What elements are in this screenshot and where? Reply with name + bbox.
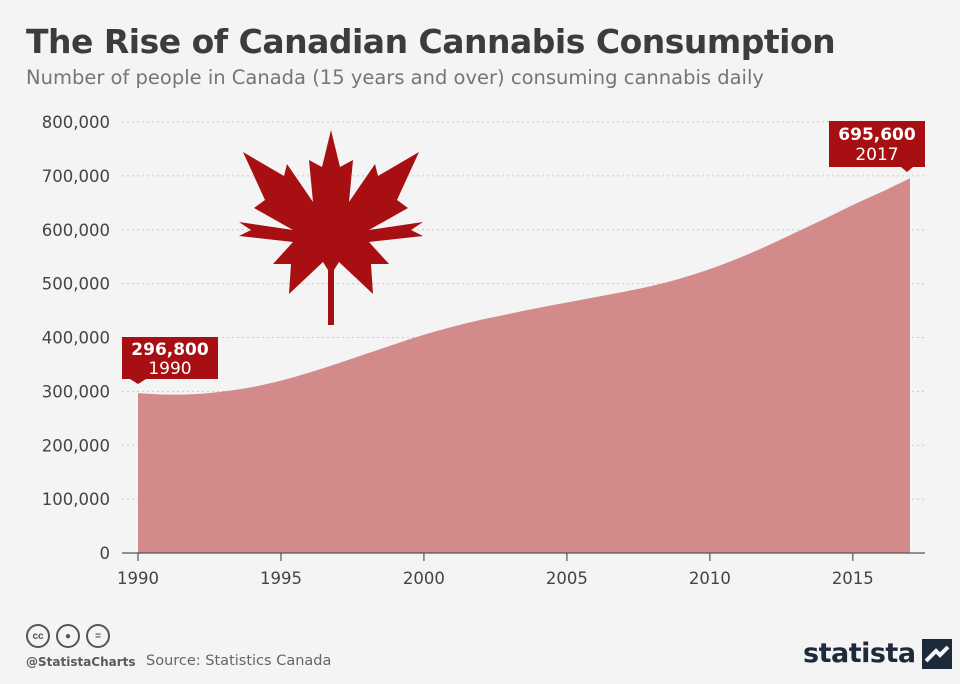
- callout-end: 695,600 2017: [829, 121, 925, 172]
- callout-start-year: 1990: [148, 359, 191, 379]
- maple-leaf-icon: [239, 130, 423, 325]
- x-tick-label: 1990: [117, 569, 159, 588]
- x-tick-label: 2015: [832, 569, 874, 588]
- footer-source: Source: Statistics Canada: [146, 653, 332, 669]
- y-tick-label: 0: [100, 544, 111, 563]
- y-tick-label: 800,000: [42, 113, 110, 132]
- callout-end-value: 695,600: [838, 125, 916, 145]
- x-tick-label: 2010: [689, 569, 731, 588]
- callout-end-year: 2017: [855, 145, 898, 165]
- statista-mark-icon: [921, 638, 952, 669]
- y-tick-label: 200,000: [42, 436, 110, 455]
- y-axis-ticks: 0 100,000 200,000 300,000 400,000 500,000 600,…: [42, 113, 110, 563]
- x-tick-label: 2000: [403, 569, 445, 588]
- brand-name: statista: [803, 638, 916, 669]
- y-tick-label: 400,000: [42, 329, 110, 348]
- cc-icon: cc: [26, 624, 50, 648]
- license-icons: cc ● =: [26, 624, 110, 648]
- chart-subtitle: Number of people in Canada (15 years and…: [26, 66, 764, 89]
- callout-start-box: [122, 337, 218, 384]
- x-axis-ticks: 1990 1995 2000 2005 2010 2015: [117, 553, 874, 588]
- area-series: [138, 178, 910, 554]
- chart-title: The Rise of Canadian Cannabis Consumptio…: [26, 22, 836, 61]
- y-tick-label: 700,000: [42, 167, 110, 186]
- x-tick-label: 1995: [260, 569, 302, 588]
- callout-start-value: 296,800: [131, 340, 209, 360]
- no-derivatives-icon: =: [86, 624, 110, 648]
- x-tick-label: 2005: [546, 569, 588, 588]
- y-tick-label: 500,000: [42, 275, 110, 294]
- statista-logo[interactable]: statista: [803, 638, 952, 669]
- callout-end-box: [829, 121, 925, 172]
- y-tick-label: 600,000: [42, 221, 110, 240]
- y-tick-label: 300,000: [42, 382, 110, 401]
- callout-start: 296,800 1990: [122, 337, 218, 384]
- footer-handle[interactable]: @StatistaCharts: [26, 655, 136, 669]
- attribution-icon: ●: [56, 624, 80, 648]
- y-tick-label: 100,000: [42, 490, 110, 509]
